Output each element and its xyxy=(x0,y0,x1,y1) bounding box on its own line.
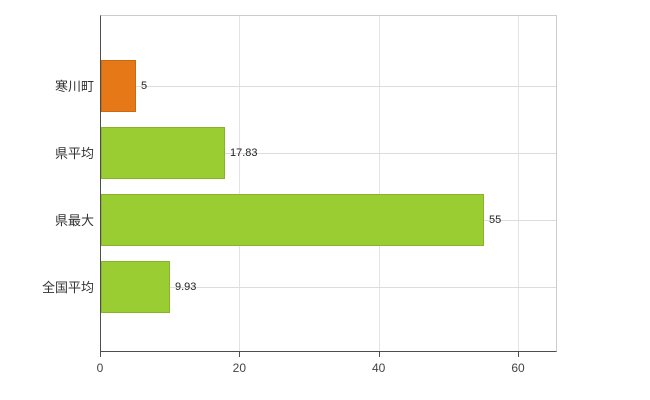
x-tick-mark xyxy=(100,352,101,357)
bar-value-label: 55 xyxy=(489,214,502,226)
h-gridline xyxy=(101,153,557,154)
category-label: 県平均 xyxy=(54,146,94,161)
bar-value-label: 17.83 xyxy=(230,147,258,159)
category-label: 寒川町 xyxy=(54,79,94,94)
x-tick-mark xyxy=(378,352,380,357)
x-tick-label: 20 xyxy=(232,361,246,375)
plot-area xyxy=(100,15,557,352)
v-gridline xyxy=(518,16,519,352)
bar xyxy=(101,194,484,246)
x-tick-label: 40 xyxy=(371,361,386,375)
bar xyxy=(101,60,136,112)
v-gridline xyxy=(378,16,380,352)
bar xyxy=(101,261,170,313)
x-tick-label: 0 xyxy=(96,361,104,375)
bar-value-label: 5 xyxy=(141,80,148,92)
category-label: 県最大 xyxy=(54,213,94,228)
bar-value-label: 9.93 xyxy=(175,281,197,293)
h-gridline xyxy=(101,287,557,288)
category-label: 全国平均 xyxy=(41,280,94,295)
v-gridline xyxy=(239,16,241,352)
x-tick-label: 60 xyxy=(511,361,525,375)
bar xyxy=(101,127,225,179)
x-tick-mark xyxy=(518,352,519,357)
x-tick-mark xyxy=(239,352,241,357)
h-gridline xyxy=(101,86,557,87)
